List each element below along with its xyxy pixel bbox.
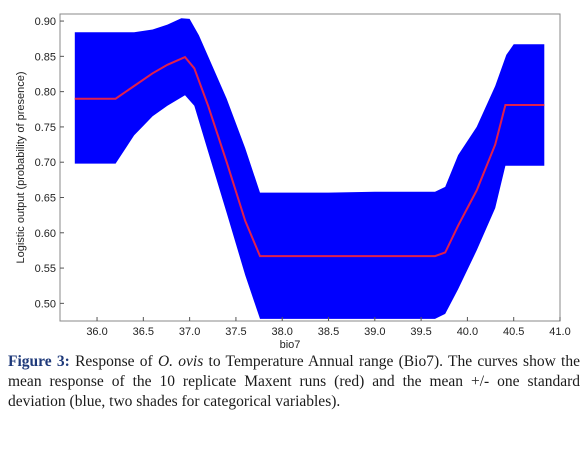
y-tick-label: 0.50 bbox=[35, 298, 56, 310]
caption-text-post: to Temperature Annual range (Bio7). The … bbox=[8, 353, 580, 410]
y-tick-label: 0.70 bbox=[35, 157, 56, 169]
response-chart: 36.0 36.5 37.0 37.5 38.0 38.5 39.0 39.5 40.0 40.5… bbox=[15, 13, 571, 350]
caption-label: Figure 3: bbox=[8, 353, 70, 370]
x-axis-title: bio7 bbox=[280, 339, 301, 350]
y-tick-label: 0.60 bbox=[35, 228, 56, 240]
x-tick-label: 41.0 bbox=[549, 326, 570, 338]
figure-caption: Figure 3: Response of O. ovis to Tempera… bbox=[8, 352, 580, 412]
sd-band bbox=[74, 18, 545, 319]
y-tick-label: 0.65 bbox=[35, 192, 56, 204]
x-tick-label: 40.0 bbox=[457, 326, 478, 338]
x-tick-label: 39.0 bbox=[364, 326, 385, 338]
x-tick-label: 40.5 bbox=[503, 326, 524, 338]
y-axis-title: Logistic output (probability of presence… bbox=[15, 72, 27, 264]
x-tick-label: 36.5 bbox=[133, 326, 154, 338]
y-tick-label: 0.75 bbox=[35, 122, 56, 134]
y-tick-label: 0.80 bbox=[35, 87, 56, 99]
x-tick-label: 39.5 bbox=[410, 326, 431, 338]
y-tick-label: 0.85 bbox=[35, 51, 56, 63]
mean-response-line bbox=[74, 55, 545, 258]
x-tick-label: 38.0 bbox=[272, 326, 293, 338]
x-tick-label: 37.5 bbox=[225, 326, 246, 338]
caption-text-pre: Response of bbox=[69, 353, 158, 370]
caption-species: O. ovis bbox=[157, 353, 204, 370]
x-tick-label: 37.0 bbox=[179, 326, 200, 338]
x-tick-label: 36.0 bbox=[86, 326, 107, 338]
y-tick-label: 0.90 bbox=[35, 16, 56, 28]
x-tick-label: 38.5 bbox=[318, 326, 339, 338]
y-tick-label: 0.55 bbox=[35, 263, 56, 275]
